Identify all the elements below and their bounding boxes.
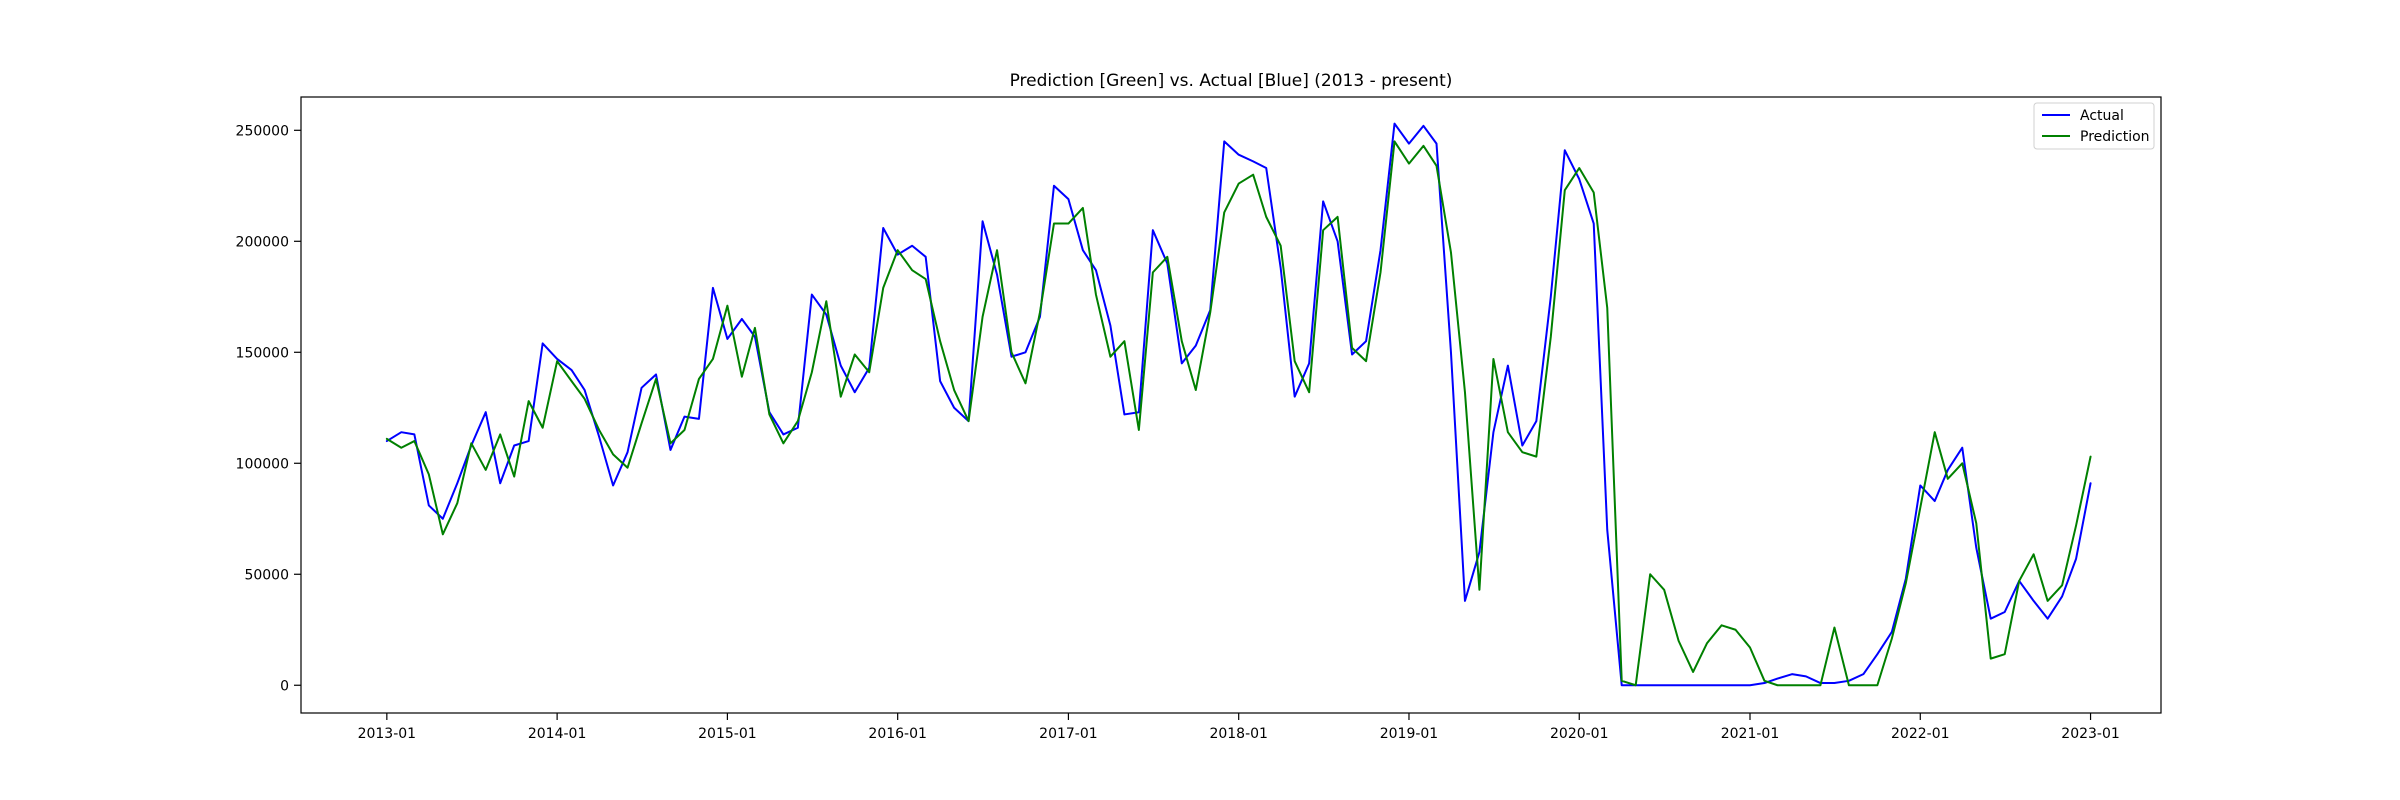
plot-area: 2013-01 2014-01 2015-01 2016-01 2017-01 2018-… <box>236 96 2162 742</box>
series-layer <box>385 122 2092 687</box>
legend: Actual Prediction <box>2033 102 2155 150</box>
y-tick-label: 0 <box>280 678 289 694</box>
x-tick-label: 2018-01 <box>1209 726 1268 742</box>
legend-label-prediction: Prediction <box>2080 129 2150 145</box>
y-tick-label: 250000 <box>236 123 289 139</box>
x-tick-label: 2020-01 <box>1550 726 1609 742</box>
x-tick-label: 2021-01 <box>1721 726 1780 742</box>
y-axis: 0 50000 100000 150000 200000 250000 <box>236 123 301 694</box>
x-axis: 2013-01 2014-01 2015-01 2016-01 2017-01 2018-… <box>358 713 2120 742</box>
y-tick-label: 100000 <box>236 456 289 472</box>
x-tick-label: 2016-01 <box>868 726 927 742</box>
plot-frame <box>300 96 2162 714</box>
x-tick-label: 2017-01 <box>1039 726 1098 742</box>
x-tick-label: 2022-01 <box>1891 726 1950 742</box>
series-line-prediction <box>385 140 2092 687</box>
chart-title: Prediction [Green] vs. Actual [Blue] (20… <box>1010 71 1453 91</box>
y-tick-label: 50000 <box>244 567 289 583</box>
x-tick-label: 2013-01 <box>358 726 417 742</box>
legend-label-actual: Actual <box>2080 108 2124 124</box>
x-tick-label: 2023-01 <box>2061 726 2120 742</box>
x-tick-label: 2019-01 <box>1380 726 1439 742</box>
series-line-actual <box>385 122 2092 687</box>
x-tick-label: 2015-01 <box>698 726 757 742</box>
x-tick-label: 2014-01 <box>528 726 587 742</box>
y-tick-label: 150000 <box>236 345 289 361</box>
y-tick-label: 200000 <box>236 234 289 250</box>
